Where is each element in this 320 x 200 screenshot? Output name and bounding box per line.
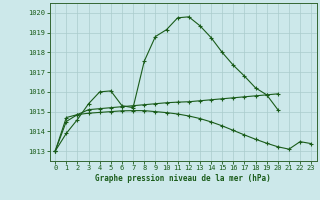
X-axis label: Graphe pression niveau de la mer (hPa): Graphe pression niveau de la mer (hPa) — [95, 174, 271, 183]
